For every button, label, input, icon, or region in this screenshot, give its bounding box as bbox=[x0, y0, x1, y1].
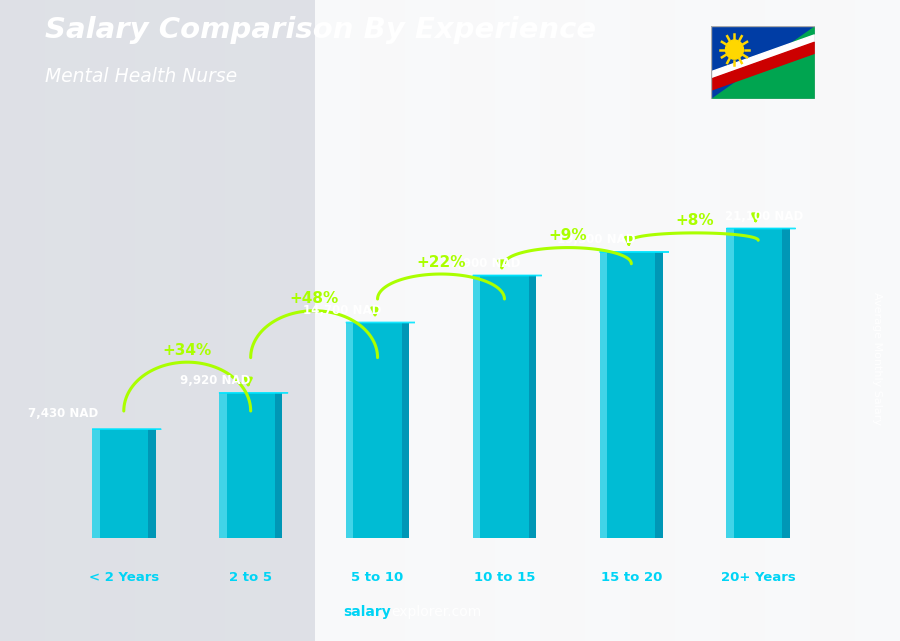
Bar bbox=[599, 252, 608, 538]
Text: 9,920 NAD: 9,920 NAD bbox=[180, 374, 250, 387]
Bar bbox=[401, 322, 410, 538]
Bar bbox=[92, 429, 156, 538]
Polygon shape bbox=[711, 26, 814, 99]
Bar bbox=[90, 0, 135, 641]
Bar bbox=[219, 393, 227, 538]
Text: 17,900 NAD: 17,900 NAD bbox=[443, 256, 521, 270]
Bar bbox=[315, 0, 360, 641]
Bar bbox=[148, 429, 156, 538]
Polygon shape bbox=[711, 42, 814, 90]
Bar bbox=[655, 252, 663, 538]
Text: +8%: +8% bbox=[676, 213, 714, 228]
Bar bbox=[782, 228, 790, 538]
Bar bbox=[726, 228, 790, 538]
Text: +9%: +9% bbox=[549, 228, 587, 243]
Bar bbox=[135, 0, 180, 641]
Text: Mental Health Nurse: Mental Health Nurse bbox=[45, 67, 237, 87]
Bar bbox=[630, 0, 675, 641]
Text: 19,500 NAD: 19,500 NAD bbox=[556, 233, 635, 246]
Bar bbox=[540, 0, 585, 641]
Polygon shape bbox=[711, 35, 814, 79]
Bar bbox=[92, 429, 100, 538]
Bar bbox=[270, 0, 315, 641]
Circle shape bbox=[725, 40, 743, 59]
Text: +22%: +22% bbox=[416, 254, 466, 270]
Bar bbox=[360, 0, 405, 641]
Text: 2 to 5: 2 to 5 bbox=[230, 570, 272, 584]
Bar bbox=[720, 0, 765, 641]
Bar bbox=[405, 0, 450, 641]
Text: +34%: +34% bbox=[163, 343, 212, 358]
Bar bbox=[346, 322, 410, 538]
Bar bbox=[274, 393, 283, 538]
Bar bbox=[0, 0, 315, 641]
Text: 5 to 10: 5 to 10 bbox=[351, 570, 404, 584]
Text: +48%: +48% bbox=[290, 292, 338, 306]
Bar bbox=[450, 0, 495, 641]
Bar bbox=[45, 0, 90, 641]
Polygon shape bbox=[711, 26, 814, 99]
Bar bbox=[225, 0, 270, 641]
Text: Average Monthly Salary: Average Monthly Salary bbox=[872, 292, 883, 426]
Text: explorer.com: explorer.com bbox=[392, 605, 482, 619]
Bar bbox=[810, 0, 855, 641]
Text: 7,430 NAD: 7,430 NAD bbox=[28, 408, 98, 420]
Text: 20+ Years: 20+ Years bbox=[721, 570, 796, 584]
Bar bbox=[0, 0, 45, 641]
Bar bbox=[599, 252, 663, 538]
Bar bbox=[726, 228, 734, 538]
Bar bbox=[472, 276, 481, 538]
Bar bbox=[528, 276, 536, 538]
Text: < 2 Years: < 2 Years bbox=[89, 570, 159, 584]
Bar bbox=[219, 393, 283, 538]
Text: 15 to 20: 15 to 20 bbox=[600, 570, 662, 584]
Bar bbox=[495, 0, 540, 641]
Bar bbox=[472, 276, 536, 538]
Bar bbox=[180, 0, 225, 641]
Text: 14,700 NAD: 14,700 NAD bbox=[302, 304, 382, 317]
Text: salary: salary bbox=[344, 605, 392, 619]
Bar bbox=[855, 0, 900, 641]
Bar bbox=[675, 0, 720, 641]
Bar bbox=[346, 322, 354, 538]
Text: 21,100 NAD: 21,100 NAD bbox=[725, 210, 804, 222]
Text: 10 to 15: 10 to 15 bbox=[473, 570, 536, 584]
Text: Salary Comparison By Experience: Salary Comparison By Experience bbox=[45, 16, 596, 44]
Bar bbox=[765, 0, 810, 641]
Bar bbox=[585, 0, 630, 641]
